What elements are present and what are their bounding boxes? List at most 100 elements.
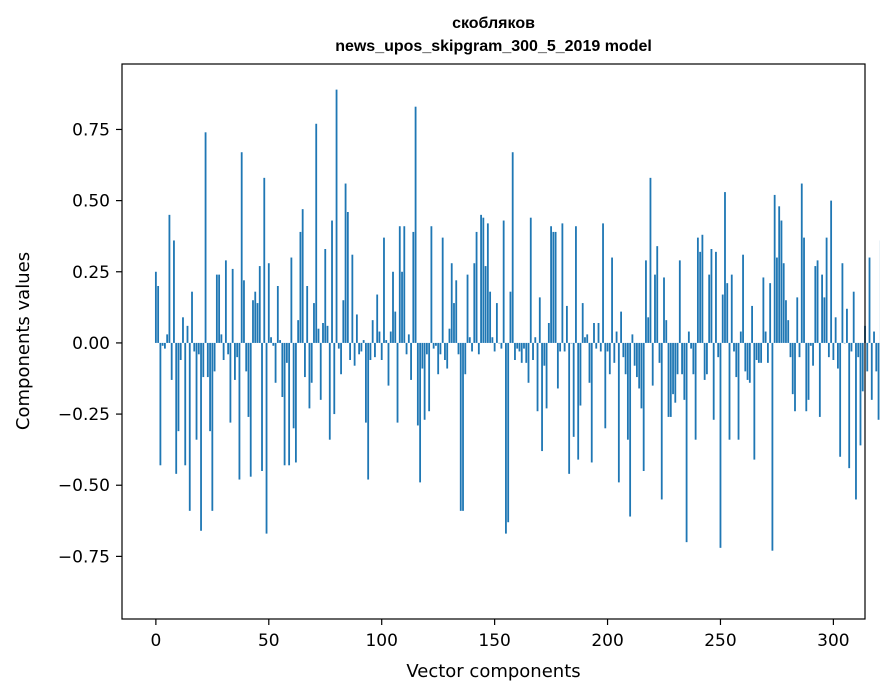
bar-320 — [877, 342, 880, 420]
bar-299 — [830, 200, 833, 343]
bar-22 — [204, 132, 207, 343]
bar-180 — [561, 223, 564, 343]
bar-9 — [175, 342, 178, 474]
bar-32 — [227, 342, 230, 355]
bar-280 — [787, 320, 790, 343]
bar-272 — [769, 283, 772, 343]
bar-244 — [706, 342, 708, 375]
bar-99 — [378, 331, 381, 343]
bar-265 — [753, 342, 756, 460]
bar-76 — [326, 325, 329, 343]
bar-287 — [803, 237, 805, 343]
bar-12 — [182, 317, 184, 343]
bar-218 — [647, 317, 650, 343]
bar-189 — [581, 303, 584, 343]
bar-202 — [611, 257, 613, 343]
bar-81 — [337, 342, 340, 349]
bar-4 — [164, 342, 166, 349]
bar-120 — [425, 342, 428, 355]
bar-222 — [656, 246, 659, 343]
bar-226 — [665, 320, 668, 343]
bar-83 — [342, 300, 345, 343]
bar-254 — [728, 342, 731, 440]
bar-41 — [247, 342, 250, 417]
bar-207 — [622, 342, 625, 358]
bar-44 — [254, 291, 257, 343]
bar-102 — [385, 340, 388, 343]
bar-8 — [173, 240, 175, 343]
bar-165 — [527, 342, 530, 383]
bar-40 — [245, 342, 248, 372]
bar-65 — [301, 209, 304, 343]
y-axis-ticks: −0.75 −0.50 −0.25 0.00 0.25 0.50 0.75 — [58, 120, 122, 567]
x-tick-label: 0 — [150, 631, 161, 651]
bar-39 — [243, 280, 245, 343]
bar-194 — [593, 323, 595, 343]
bar-225 — [663, 277, 665, 343]
bar-312 — [859, 342, 862, 446]
bar-278 — [782, 263, 785, 343]
bar-275 — [776, 257, 778, 343]
bar-251 — [721, 294, 724, 343]
bar-214 — [638, 342, 641, 389]
bar-230 — [674, 342, 677, 403]
x-tick-label: 250 — [704, 631, 736, 651]
bar-241 — [699, 251, 702, 343]
bar-162 — [520, 342, 523, 363]
bar-182 — [565, 305, 568, 343]
bar-227 — [667, 342, 670, 417]
x-axis-ticks: 0 50 100 150 200 250 300 — [150, 619, 850, 651]
x-tick-label: 50 — [258, 631, 280, 651]
bar-119 — [423, 342, 426, 420]
bar-19 — [197, 342, 200, 355]
bar-210 — [629, 342, 632, 517]
bar-10 — [177, 342, 180, 432]
bar-279 — [785, 300, 787, 343]
bar-103 — [387, 342, 390, 386]
bar-164 — [525, 342, 528, 363]
bar-235 — [685, 342, 688, 543]
bar-167 — [532, 342, 534, 360]
bar-150 — [493, 342, 496, 352]
bar-145 — [482, 217, 485, 343]
bar-151 — [495, 303, 498, 343]
bar-199 — [604, 342, 607, 429]
bar-53 — [274, 342, 277, 383]
bar-192 — [588, 342, 591, 383]
bar-20 — [200, 342, 202, 531]
bar-262 — [746, 342, 749, 380]
bar-240 — [696, 237, 699, 343]
bar-160 — [516, 342, 519, 349]
chart-title: скобляков — [452, 15, 535, 32]
bar-289 — [807, 342, 810, 400]
bar-49 — [265, 342, 268, 534]
bar-188 — [579, 342, 582, 406]
y-tick-label: −0.25 — [58, 405, 110, 425]
bar-252 — [724, 192, 726, 343]
bar-130 — [448, 328, 451, 343]
bar-7 — [170, 342, 173, 380]
bar-56 — [281, 342, 284, 397]
bar-3 — [161, 342, 164, 346]
bar-234 — [683, 342, 686, 400]
y-tick-label: 0.50 — [72, 192, 110, 212]
bar-147 — [486, 223, 489, 343]
bar-16 — [191, 291, 193, 343]
bar-276 — [778, 206, 781, 343]
bar-233 — [681, 342, 683, 375]
bar-1 — [157, 286, 160, 343]
bar-220 — [651, 342, 654, 386]
bar-273 — [771, 342, 774, 551]
bar-238 — [692, 342, 695, 375]
bar-307 — [848, 342, 851, 469]
bar-43 — [252, 300, 254, 343]
bar-290 — [809, 342, 812, 346]
bar-48 — [263, 177, 266, 343]
plot-frame — [121, 63, 866, 620]
bar-59 — [288, 342, 291, 466]
bar-74 — [322, 323, 324, 343]
bar-216 — [642, 342, 645, 471]
bar-211 — [631, 334, 634, 343]
bar-316 — [868, 257, 871, 343]
bar-18 — [195, 342, 198, 440]
